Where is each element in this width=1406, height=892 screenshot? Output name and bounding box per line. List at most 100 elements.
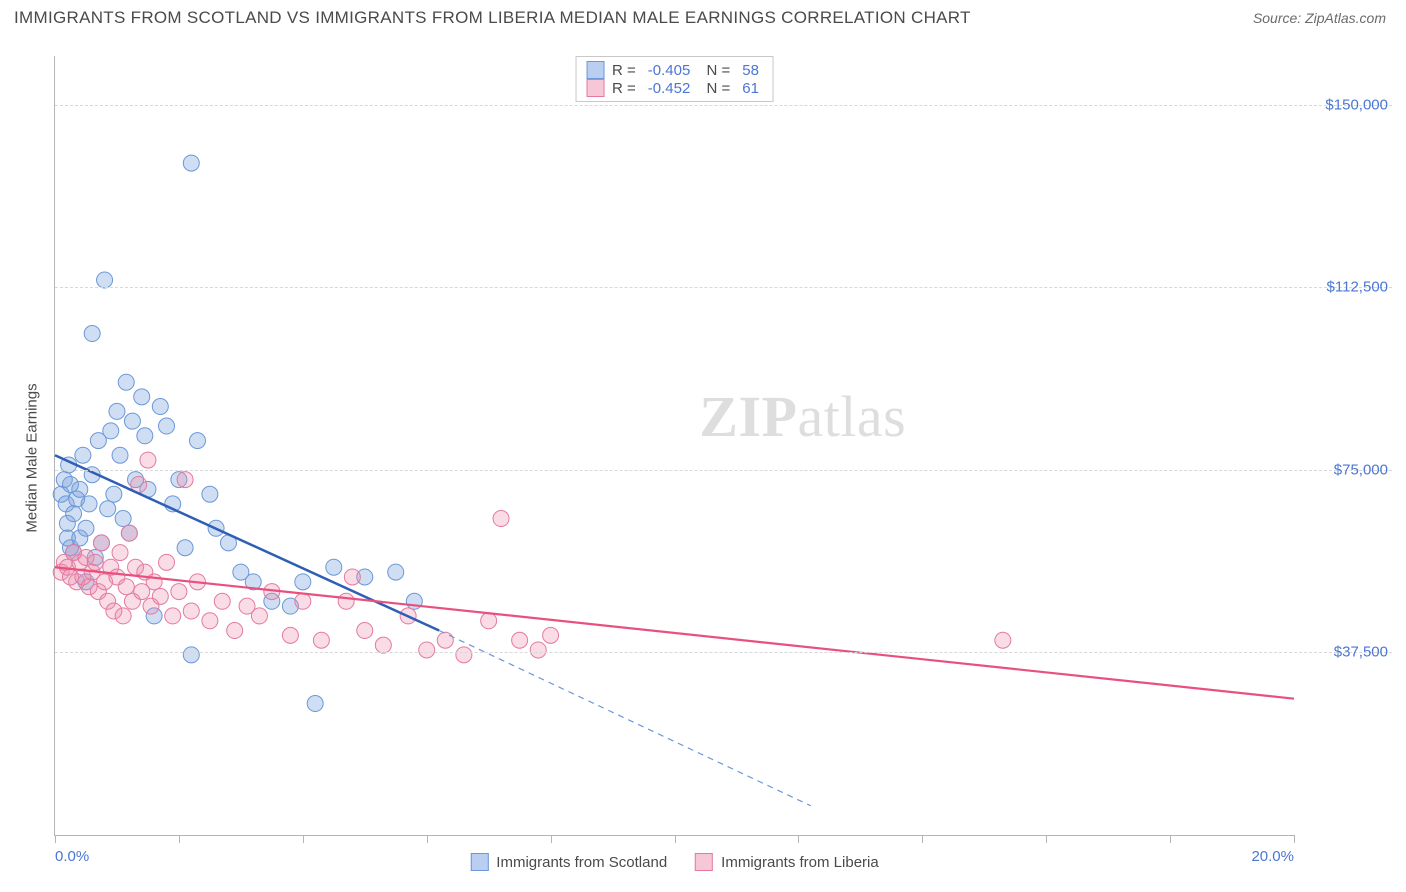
data-point-scotland: [307, 696, 323, 712]
legend-stats-row-scotland: R = -0.405 N = 58: [586, 61, 763, 79]
data-point-liberia: [419, 642, 435, 658]
data-point-scotland: [109, 403, 125, 419]
x-tick: [1170, 835, 1171, 843]
data-point-liberia: [115, 608, 131, 624]
legend-swatch-scotland-icon: [470, 853, 488, 871]
x-tick: [798, 835, 799, 843]
liberia-r-value: -0.452: [644, 80, 695, 97]
data-point-scotland: [189, 433, 205, 449]
data-point-scotland: [183, 647, 199, 663]
data-point-scotland: [72, 481, 88, 497]
chart-container: Median Male Earnings ZIPatlas R = -0.405…: [14, 38, 1392, 878]
data-point-liberia: [227, 623, 243, 639]
data-point-liberia: [159, 554, 175, 570]
data-point-liberia: [112, 545, 128, 561]
data-point-scotland: [137, 428, 153, 444]
data-point-scotland: [75, 447, 91, 463]
data-point-scotland: [388, 564, 404, 580]
y-tick-label: $37,500: [1334, 644, 1388, 661]
data-point-liberia: [995, 632, 1011, 648]
plot-area: ZIPatlas R = -0.405 N = 58 R = -0.452 N …: [54, 56, 1294, 836]
data-point-liberia: [251, 608, 267, 624]
legend-stats-row-liberia: R = -0.452 N = 61: [586, 79, 763, 97]
data-point-liberia: [87, 554, 103, 570]
x-tick: [1046, 835, 1047, 843]
y-tick-label: $75,000: [1334, 461, 1388, 478]
data-point-liberia: [171, 584, 187, 600]
data-point-liberia: [202, 613, 218, 629]
data-point-liberia: [295, 593, 311, 609]
data-point-liberia: [177, 472, 193, 488]
gridline: [55, 652, 1392, 653]
data-point-liberia: [530, 642, 546, 658]
legend-swatch-liberia: [586, 79, 604, 97]
legend-swatch-scotland: [586, 61, 604, 79]
data-point-liberia: [140, 452, 156, 468]
data-point-scotland: [159, 418, 175, 434]
data-point-scotland: [295, 574, 311, 590]
x-tick: [55, 835, 56, 843]
data-point-liberia: [357, 623, 373, 639]
x-tick-label: 20.0%: [1251, 848, 1294, 865]
data-point-liberia: [183, 603, 199, 619]
data-point-liberia: [93, 535, 109, 551]
y-tick-label: $112,500: [1327, 279, 1388, 296]
data-point-scotland: [78, 520, 94, 536]
data-point-liberia: [313, 632, 329, 648]
data-point-scotland: [100, 501, 116, 517]
data-point-liberia: [456, 647, 472, 663]
data-point-liberia: [282, 627, 298, 643]
legend-label-liberia: Immigrants from Liberia: [721, 854, 879, 871]
data-point-liberia: [481, 613, 497, 629]
scotland-n-value: 58: [738, 62, 763, 79]
y-tick-label: $150,000: [1325, 96, 1388, 113]
x-tick: [1294, 835, 1295, 843]
data-point-scotland: [84, 326, 100, 342]
data-point-scotland: [152, 399, 168, 415]
data-point-scotland: [103, 423, 119, 439]
data-point-scotland: [81, 496, 97, 512]
gridline: [55, 470, 1392, 471]
x-tick: [179, 835, 180, 843]
data-point-liberia: [543, 627, 559, 643]
legend-stats: R = -0.405 N = 58 R = -0.452 N = 61: [575, 56, 774, 102]
data-point-scotland: [183, 155, 199, 171]
data-point-scotland: [177, 540, 193, 556]
legend-label-scotland: Immigrants from Scotland: [496, 854, 667, 871]
data-point-scotland: [115, 511, 131, 527]
x-tick: [675, 835, 676, 843]
x-tick: [922, 835, 923, 843]
data-point-liberia: [165, 608, 181, 624]
legend-series: Immigrants from Scotland Immigrants from…: [470, 853, 878, 871]
data-point-liberia: [493, 511, 509, 527]
chart-header: IMMIGRANTS FROM SCOTLAND VS IMMIGRANTS F…: [0, 0, 1406, 32]
legend-swatch-liberia-icon: [695, 853, 713, 871]
data-point-scotland: [97, 272, 113, 288]
x-tick: [303, 835, 304, 843]
data-point-scotland: [134, 389, 150, 405]
source-attribution: Source: ZipAtlas.com: [1253, 10, 1386, 26]
data-point-scotland: [118, 374, 134, 390]
data-point-scotland: [202, 486, 218, 502]
data-point-liberia: [344, 569, 360, 585]
y-axis-title: Median Male Earnings: [24, 383, 41, 532]
data-point-scotland: [66, 506, 82, 522]
scatter-plot-svg: [55, 56, 1294, 835]
legend-item-liberia: Immigrants from Liberia: [695, 853, 879, 871]
data-point-liberia: [437, 632, 453, 648]
scotland-r-value: -0.405: [644, 62, 695, 79]
gridline: [55, 287, 1392, 288]
gridline: [55, 105, 1392, 106]
data-point-liberia: [512, 632, 528, 648]
x-tick: [551, 835, 552, 843]
data-point-scotland: [112, 447, 128, 463]
liberia-n-value: 61: [738, 80, 763, 97]
data-point-liberia: [152, 588, 168, 604]
data-point-scotland: [326, 559, 342, 575]
data-point-liberia: [338, 593, 354, 609]
data-point-scotland: [124, 413, 140, 429]
data-point-scotland: [106, 486, 122, 502]
data-point-liberia: [375, 637, 391, 653]
data-point-liberia: [121, 525, 137, 541]
chart-title: IMMIGRANTS FROM SCOTLAND VS IMMIGRANTS F…: [14, 8, 971, 28]
